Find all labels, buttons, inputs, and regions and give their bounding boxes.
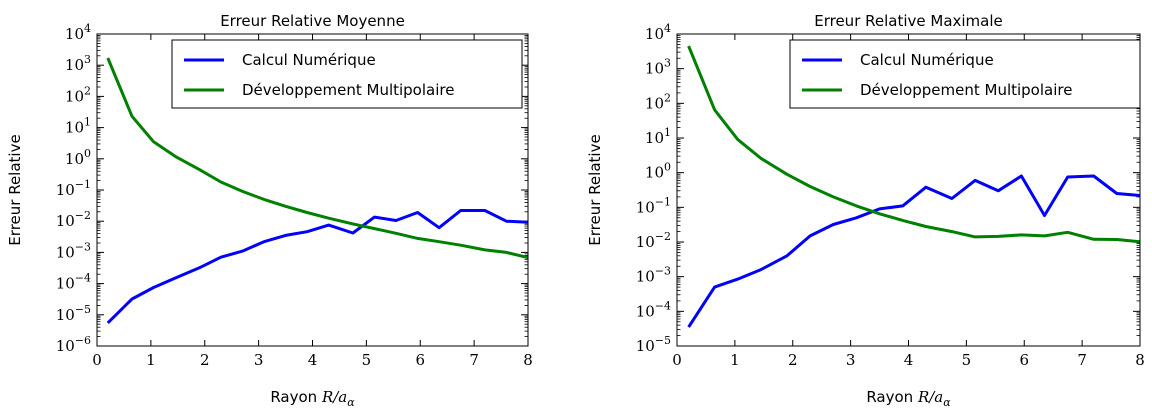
x-tick-label: 6 [1019, 351, 1029, 369]
y-tick-label: 102 [65, 84, 91, 105]
x-tick-label: 5 [362, 351, 372, 369]
x-tick-label: 3 [254, 351, 264, 369]
y-tick-label: 104 [65, 22, 91, 43]
series-line-2 [106, 57, 528, 260]
y-tick-label: 10−5 [636, 334, 671, 355]
y-tick-label: 100 [645, 161, 671, 182]
legend-label-2: Développement Multipolaire [242, 81, 454, 99]
y-tick-label: 10−2 [56, 209, 91, 230]
y-tick-label: 10−3 [636, 265, 671, 286]
y-tick-label: 10−4 [56, 272, 91, 293]
y-tick-label: 103 [645, 57, 671, 78]
x-tick-label: 8 [523, 351, 533, 369]
legend-label-2: Développement Multipolaire [860, 81, 1072, 99]
y-axis-label: Erreur Relative [6, 134, 24, 245]
y-tick-label: 101 [65, 116, 91, 137]
x-tick-label: 0 [672, 351, 682, 369]
legend-label-1: Calcul Numérique [242, 51, 376, 69]
x-tick-label: 4 [904, 351, 914, 369]
x-tick-label: 1 [146, 351, 156, 369]
plot-frame [676, 33, 1141, 347]
x-tick-label: 8 [1135, 351, 1145, 369]
chart-title: Erreur Relative Maximale [814, 12, 1003, 30]
chart-2: Erreur Relative Maximale 0 1 2 3 4 5 6 7 8 10−5 10−… [586, 12, 1145, 409]
x-tick-label: 2 [788, 351, 798, 369]
x-tick-label: 0 [92, 351, 102, 369]
legend-label-1: Calcul Numérique [860, 51, 994, 69]
series-line-1 [106, 209, 528, 324]
x-tick-label: 3 [846, 351, 856, 369]
y-tick-label: 103 [65, 53, 91, 74]
legend-box [171, 39, 523, 109]
y-tick-label: 10−1 [636, 195, 671, 216]
y-tick-label: 10−6 [56, 334, 91, 355]
y-tick-label: 104 [645, 22, 671, 43]
x-tick-label: 4 [308, 351, 318, 369]
y-tick-label: 10−1 [56, 178, 91, 199]
series-line-1 [687, 174, 1140, 328]
plot-frame [96, 33, 529, 347]
y-tick-label: 10−3 [56, 240, 91, 261]
y-tick-label: 102 [645, 91, 671, 112]
y-axis-label: Erreur Relative [586, 134, 604, 245]
x-tick-label: 6 [415, 351, 425, 369]
x-axis-label: Rayon R/aα [866, 388, 951, 409]
legend-box [789, 39, 1141, 109]
y-tick-label: 10−2 [636, 230, 671, 251]
x-axis-label: Rayon R/aα [270, 388, 355, 409]
x-tick-label: 7 [469, 351, 479, 369]
x-tick-label: 7 [1077, 351, 1087, 369]
series-line-2 [687, 45, 1140, 244]
x-tick-label: 5 [962, 351, 972, 369]
y-tick-label: 10−4 [636, 299, 671, 320]
x-tick-label: 2 [200, 351, 210, 369]
x-tick-label: 1 [730, 351, 740, 369]
y-tick-label: 100 [65, 147, 91, 168]
chart-1: Erreur Relative Moyenne 0 1 2 3 4 5 6 7 8 10−6 10−5… [6, 12, 533, 409]
y-tick-label: 10−5 [56, 303, 91, 324]
chart-title: Erreur Relative Moyenne [220, 12, 405, 30]
y-tick-label: 101 [645, 126, 671, 147]
